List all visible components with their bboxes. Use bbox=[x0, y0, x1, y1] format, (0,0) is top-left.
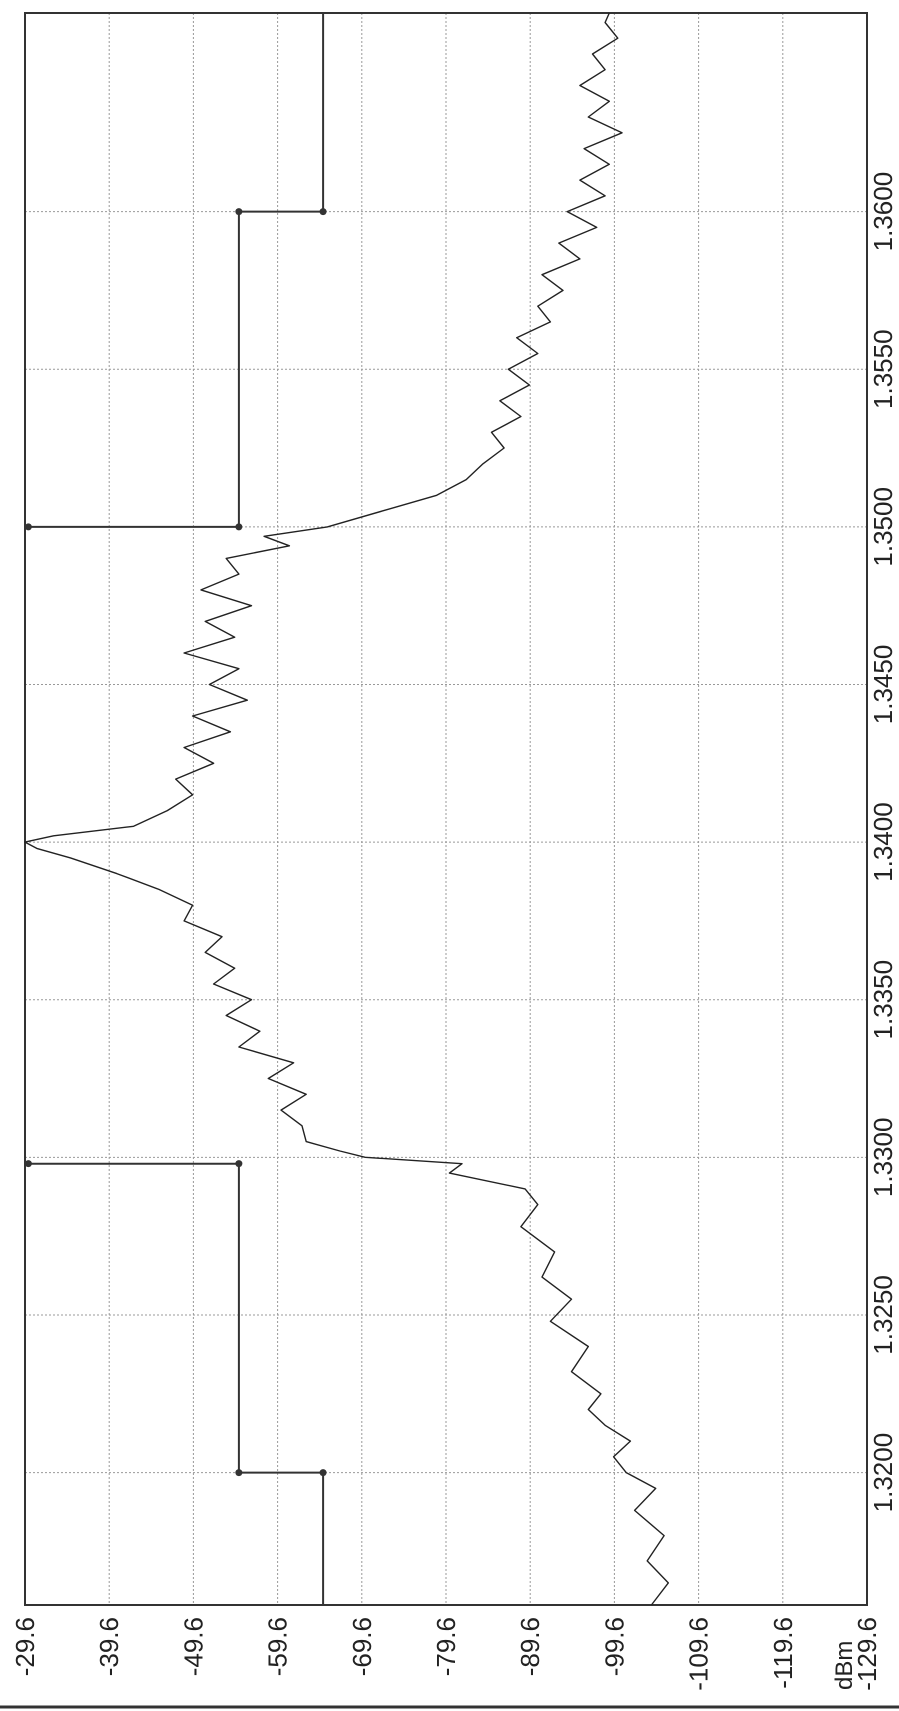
x-tick-label: 1.3200 bbox=[868, 1433, 898, 1513]
x-tick-label: 1.3350 bbox=[868, 960, 898, 1040]
spectrum-trace-line bbox=[24, 12, 669, 1606]
y-tick-label: -69.6 bbox=[347, 1617, 377, 1676]
y-tick-label: -89.6 bbox=[515, 1617, 545, 1676]
limit-mask-left-vertex-marker bbox=[24, 1160, 32, 1168]
plot-frame bbox=[24, 12, 868, 1606]
x-tick-label: 1.3400 bbox=[868, 802, 898, 882]
y-tick-label: -49.6 bbox=[178, 1617, 208, 1676]
limit-mask-right-vertex-marker bbox=[319, 208, 327, 216]
x-tick-label: 1.3600 bbox=[868, 172, 898, 252]
y-tick-label: -39.6 bbox=[94, 1617, 124, 1676]
x-axis-ticks: 1.3200 1.3250 1.3300 1.3350 1.3400 1.3450 1.35… bbox=[868, 172, 898, 1513]
y-tick-label: -29.6 bbox=[10, 1617, 40, 1676]
x-tick-label: 1.3450 bbox=[868, 645, 898, 725]
limit-masks bbox=[24, 13, 327, 1605]
y-axis-ticks: -29.6 -39.6 -49.6 -59.6 -69.6 -79.6 -89.6 -99.6… bbox=[10, 1617, 882, 1691]
limit-mask-right-vertex-marker bbox=[235, 523, 243, 531]
y-tick-label: -129.6 bbox=[852, 1617, 882, 1691]
x-tick-label: 1.3250 bbox=[868, 1275, 898, 1355]
grid bbox=[25, 13, 867, 1605]
x-tick-label: 1.3550 bbox=[868, 329, 898, 409]
y-axis-unit-label: dBm bbox=[831, 1641, 858, 1690]
y-tick-label: -119.6 bbox=[768, 1617, 798, 1689]
limit-mask-right-vertex-marker bbox=[235, 208, 243, 216]
y-tick-label: -109.6 bbox=[684, 1617, 714, 1691]
y-tick-label: -99.6 bbox=[599, 1617, 629, 1676]
limit-mask-left-vertex-marker bbox=[235, 1160, 243, 1168]
trace-layer bbox=[24, 12, 669, 1606]
x-tick-label: 1.3500 bbox=[868, 487, 898, 567]
limit-mask-right-vertex-marker bbox=[24, 523, 32, 531]
y-tick-label: -59.6 bbox=[263, 1617, 293, 1676]
y-tick-label: -79.6 bbox=[431, 1617, 461, 1676]
limit-mask-left-vertex-marker bbox=[319, 1469, 327, 1477]
limit-mask-left-vertex-marker bbox=[235, 1469, 243, 1477]
x-tick-label: 1.3300 bbox=[868, 1118, 898, 1198]
